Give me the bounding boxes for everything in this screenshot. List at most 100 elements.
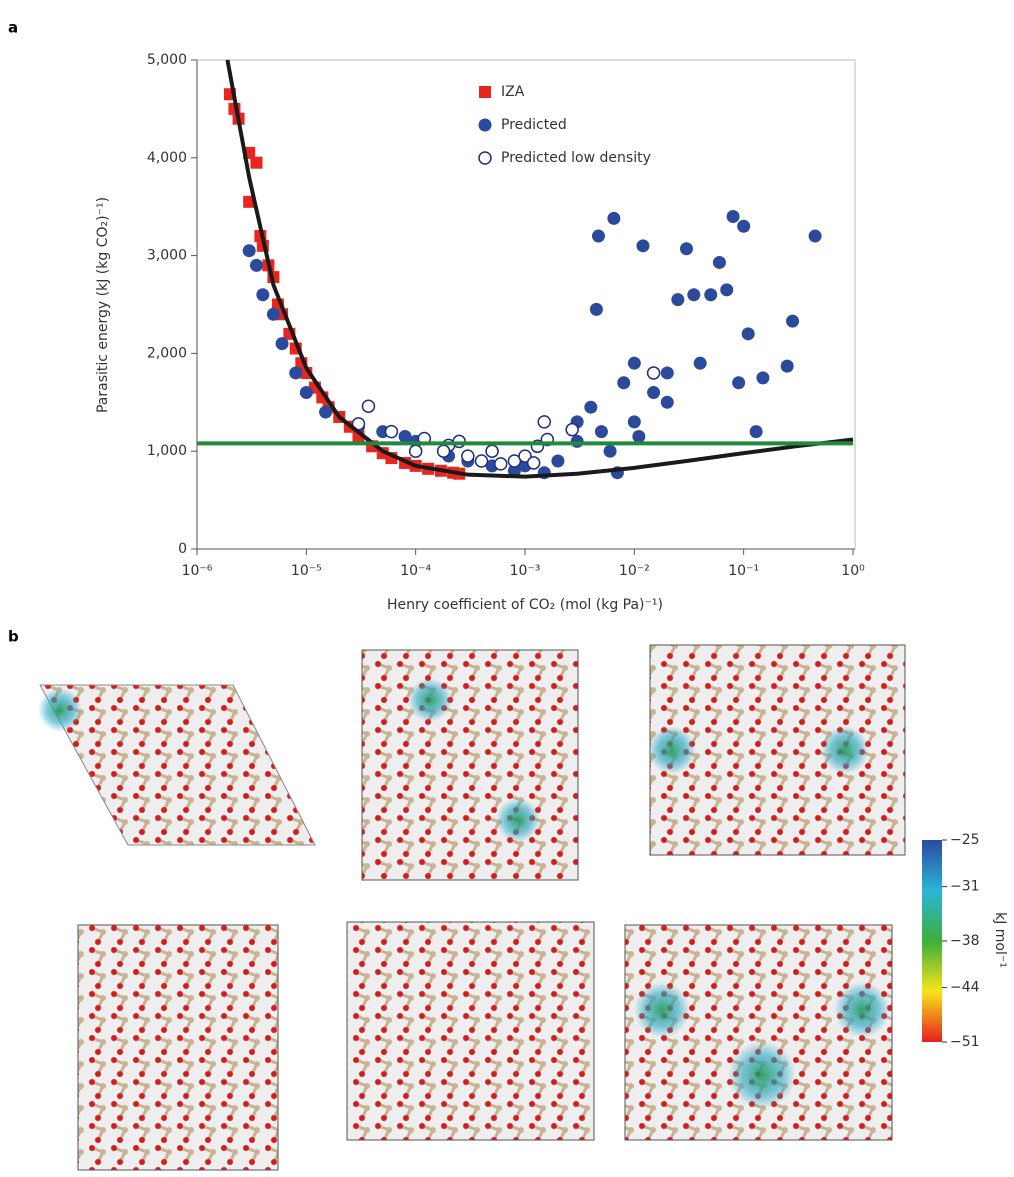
x-tick-label: 10⁻¹ [728, 563, 759, 579]
legend-swatch [479, 86, 491, 98]
y-tick-label: 0 [178, 541, 187, 557]
point [584, 400, 598, 414]
point [712, 255, 726, 269]
point [732, 376, 746, 390]
colorbar-tick-label: −31 [950, 879, 980, 895]
x-tick-label: 10⁻⁶ [182, 563, 213, 579]
colorbar-tick-label: −38 [950, 933, 980, 949]
colorbar [922, 840, 942, 1042]
colorbar-tick-label: −51 [950, 1034, 980, 1050]
colorbar-label: kJ mol⁻¹ [992, 912, 1008, 968]
structure-images [38, 644, 906, 1171]
point [589, 302, 603, 316]
density-blob [634, 982, 690, 1038]
point [704, 288, 718, 302]
y-axis-label: Parasitic energy (kJ (kg CO₂)⁻¹) [95, 197, 111, 413]
density-blob [496, 798, 540, 842]
x-tick-label: 10⁰ [841, 563, 865, 579]
legend-label: Predicted low density [501, 150, 651, 166]
point [461, 449, 475, 463]
density-blob [408, 678, 452, 722]
density-blob [821, 726, 869, 774]
point [493, 457, 508, 471]
point [289, 366, 303, 380]
point [474, 454, 489, 468]
point [741, 327, 755, 341]
point [299, 386, 313, 400]
point [749, 425, 763, 439]
y-tick-label: 2,000 [147, 345, 187, 361]
point [485, 444, 499, 458]
point [436, 444, 451, 458]
legend-swatch [478, 118, 492, 132]
point [636, 239, 650, 253]
point [565, 422, 579, 437]
point [660, 366, 674, 380]
point [319, 405, 333, 419]
point [518, 449, 532, 463]
colorbar-tick-label: −44 [950, 980, 980, 996]
x-axis-label: Henry coefficient of CO₂ (mol (kg Pa)⁻¹) [387, 597, 663, 613]
point [361, 399, 376, 413]
point [607, 211, 621, 225]
x-tick-label: 10⁻³ [510, 563, 541, 579]
point [384, 424, 399, 439]
legend-swatch [478, 151, 492, 165]
point [537, 415, 552, 429]
point [627, 415, 641, 429]
density-blob [834, 982, 890, 1038]
point [737, 219, 751, 233]
point [646, 366, 661, 380]
panel-label: a [8, 19, 18, 37]
density-blob [648, 726, 696, 774]
point [660, 395, 674, 409]
point [632, 430, 646, 444]
point [242, 244, 256, 258]
point [671, 293, 685, 307]
fit-line [225, 59, 854, 479]
x-tick-label: 10⁻⁵ [291, 563, 322, 579]
point [679, 242, 693, 256]
y-tick-label: 3,000 [147, 248, 187, 264]
point [591, 229, 605, 243]
y-tick-label: 1,000 [147, 443, 187, 459]
structure-image [361, 649, 579, 881]
structure-image [346, 921, 595, 1141]
point [408, 444, 423, 458]
point [398, 430, 412, 444]
panel-label: b [8, 628, 19, 646]
point [617, 376, 631, 390]
point [266, 307, 280, 321]
point [507, 464, 521, 478]
point [786, 314, 800, 328]
point [780, 359, 794, 373]
y-tick-label: 5,000 [147, 52, 187, 68]
structure-image [77, 924, 279, 1171]
point [647, 386, 661, 400]
point [756, 371, 770, 385]
point [526, 456, 541, 470]
density-blob [38, 688, 82, 732]
x-tick-label: 10⁻⁴ [400, 563, 431, 579]
point [603, 444, 617, 458]
point [726, 209, 740, 223]
point [627, 356, 641, 370]
legend-label: IZA [501, 84, 525, 100]
point [256, 288, 270, 302]
structure-image [39, 684, 316, 846]
density-blob [728, 1041, 796, 1109]
x-tick-label: 10⁻² [619, 563, 650, 579]
point [720, 283, 734, 297]
point [693, 356, 707, 370]
point [687, 288, 701, 302]
point [250, 156, 263, 169]
colorbar-tick-label: −25 [950, 832, 980, 848]
point [275, 337, 289, 351]
legend-label: Predicted [501, 117, 567, 133]
point [551, 454, 565, 468]
point [808, 229, 822, 243]
y-tick-label: 4,000 [147, 150, 187, 166]
point [249, 258, 263, 272]
point [594, 425, 608, 439]
